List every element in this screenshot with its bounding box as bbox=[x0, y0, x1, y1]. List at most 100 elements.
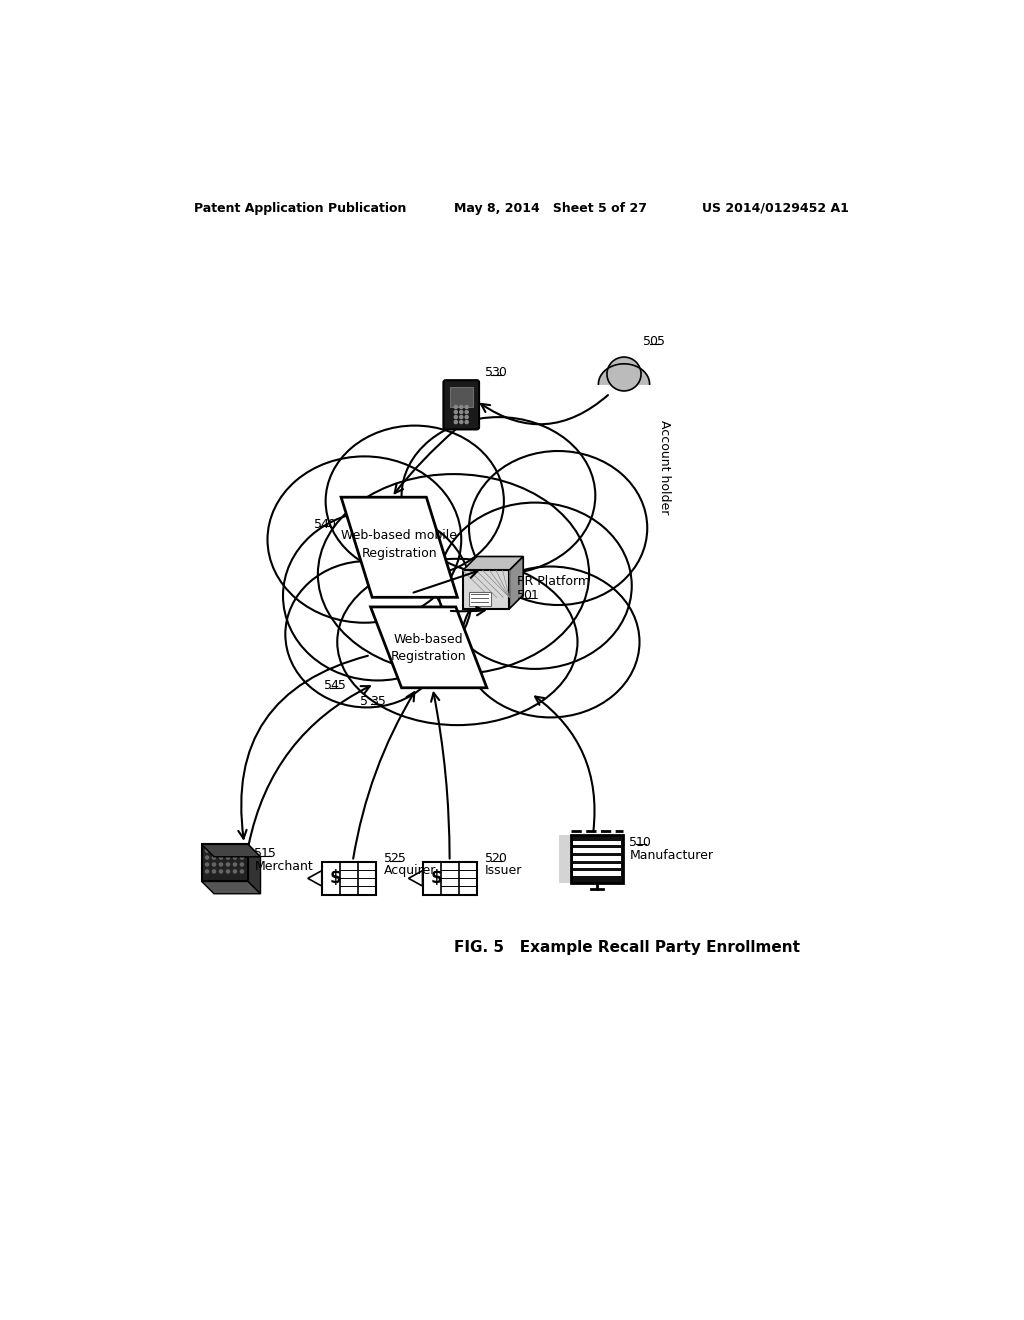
Polygon shape bbox=[248, 845, 260, 894]
Text: Registration: Registration bbox=[391, 649, 467, 663]
Circle shape bbox=[241, 863, 244, 866]
Polygon shape bbox=[371, 607, 486, 688]
Text: Issuer: Issuer bbox=[484, 865, 522, 878]
Circle shape bbox=[233, 863, 237, 866]
Bar bbox=[572, 855, 621, 861]
Circle shape bbox=[465, 405, 468, 409]
Circle shape bbox=[465, 421, 468, 424]
Bar bbox=[570, 836, 624, 883]
Text: May 8, 2014   Sheet 5 of 27: May 8, 2014 Sheet 5 of 27 bbox=[454, 202, 646, 215]
Text: 5: 5 bbox=[643, 335, 651, 348]
Text: Account holder: Account holder bbox=[657, 420, 671, 515]
Circle shape bbox=[212, 849, 216, 853]
Circle shape bbox=[226, 863, 229, 866]
FancyBboxPatch shape bbox=[443, 380, 479, 429]
Text: 5: 5 bbox=[484, 851, 493, 865]
Ellipse shape bbox=[317, 474, 589, 675]
Bar bbox=[572, 841, 621, 845]
Circle shape bbox=[206, 849, 209, 853]
Text: 5: 5 bbox=[324, 680, 332, 693]
Polygon shape bbox=[308, 871, 322, 886]
Circle shape bbox=[226, 849, 229, 853]
Text: Manufacturer: Manufacturer bbox=[630, 849, 714, 862]
Circle shape bbox=[226, 857, 229, 859]
Ellipse shape bbox=[267, 457, 461, 623]
Text: 30: 30 bbox=[490, 366, 507, 379]
Circle shape bbox=[212, 863, 216, 866]
Polygon shape bbox=[202, 882, 260, 894]
Text: 5: 5 bbox=[384, 851, 392, 865]
Text: 5: 5 bbox=[360, 696, 369, 708]
Bar bbox=[572, 849, 621, 853]
Circle shape bbox=[241, 870, 244, 873]
Bar bbox=[469, 591, 490, 606]
Polygon shape bbox=[409, 871, 423, 886]
Circle shape bbox=[219, 863, 222, 866]
Bar bbox=[450, 387, 473, 407]
Circle shape bbox=[241, 857, 244, 859]
Text: Patent Application Publication: Patent Application Publication bbox=[194, 202, 407, 215]
Circle shape bbox=[607, 356, 641, 391]
Ellipse shape bbox=[326, 425, 504, 577]
Ellipse shape bbox=[469, 451, 647, 605]
Ellipse shape bbox=[438, 503, 632, 669]
Bar bbox=[202, 845, 248, 882]
Circle shape bbox=[206, 857, 209, 859]
Ellipse shape bbox=[283, 511, 472, 681]
Text: Web-based mobile: Web-based mobile bbox=[341, 529, 458, 543]
Bar bbox=[322, 862, 376, 895]
Text: 25: 25 bbox=[390, 851, 406, 865]
Text: 5: 5 bbox=[254, 847, 262, 861]
Circle shape bbox=[460, 421, 463, 424]
Circle shape bbox=[460, 411, 463, 413]
Text: 15: 15 bbox=[260, 847, 276, 861]
Circle shape bbox=[219, 849, 222, 853]
Bar bbox=[423, 862, 477, 895]
Circle shape bbox=[226, 870, 229, 873]
Circle shape bbox=[233, 870, 237, 873]
Ellipse shape bbox=[461, 566, 640, 718]
Circle shape bbox=[460, 405, 463, 409]
Text: FIG. 5   Example Recall Party Enrollment: FIG. 5 Example Recall Party Enrollment bbox=[454, 940, 800, 956]
Circle shape bbox=[219, 870, 222, 873]
Text: 5: 5 bbox=[630, 836, 637, 849]
Circle shape bbox=[233, 857, 237, 859]
Circle shape bbox=[206, 870, 209, 873]
Text: 40: 40 bbox=[321, 517, 336, 531]
Circle shape bbox=[212, 857, 216, 859]
Circle shape bbox=[455, 416, 458, 418]
Ellipse shape bbox=[401, 417, 595, 574]
Text: Web-based: Web-based bbox=[394, 634, 464, 647]
Circle shape bbox=[241, 849, 244, 853]
Circle shape bbox=[206, 863, 209, 866]
Ellipse shape bbox=[286, 561, 449, 708]
Circle shape bbox=[465, 416, 468, 418]
Circle shape bbox=[233, 849, 237, 853]
Circle shape bbox=[212, 870, 216, 873]
Circle shape bbox=[455, 411, 458, 413]
Text: 5: 5 bbox=[517, 589, 525, 602]
Text: Merchant: Merchant bbox=[254, 861, 313, 874]
Polygon shape bbox=[341, 498, 458, 597]
Polygon shape bbox=[202, 845, 260, 857]
Text: 10: 10 bbox=[636, 836, 651, 849]
Bar bbox=[559, 836, 570, 883]
Circle shape bbox=[455, 405, 458, 409]
Text: Acquirer: Acquirer bbox=[384, 865, 436, 878]
Ellipse shape bbox=[337, 558, 578, 725]
Text: 01: 01 bbox=[523, 589, 539, 602]
Circle shape bbox=[460, 416, 463, 418]
Circle shape bbox=[465, 411, 468, 413]
Text: 5: 5 bbox=[484, 366, 493, 379]
Text: PR Platform: PR Platform bbox=[517, 576, 590, 589]
Text: 45: 45 bbox=[331, 680, 346, 693]
Bar bbox=[572, 863, 621, 869]
Bar bbox=[463, 570, 509, 609]
Text: 05: 05 bbox=[649, 335, 666, 348]
Text: US 2014/0129452 A1: US 2014/0129452 A1 bbox=[701, 202, 848, 215]
Text: 5: 5 bbox=[314, 517, 322, 531]
Circle shape bbox=[455, 421, 458, 424]
Circle shape bbox=[219, 857, 222, 859]
Text: 35: 35 bbox=[371, 696, 386, 708]
Text: $: $ bbox=[330, 870, 341, 887]
